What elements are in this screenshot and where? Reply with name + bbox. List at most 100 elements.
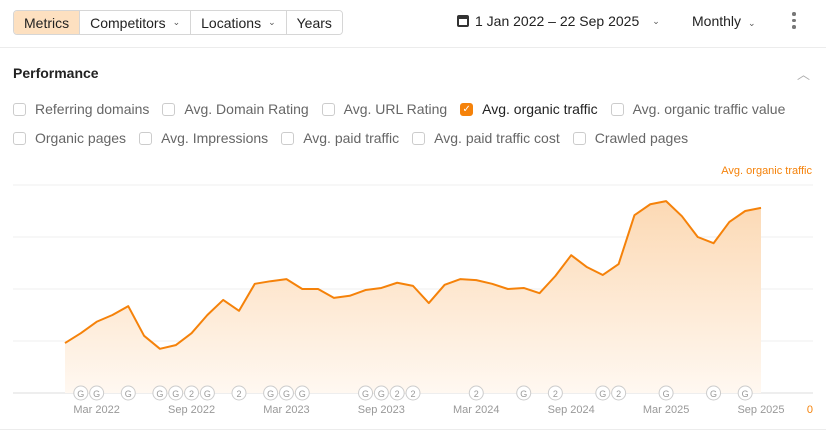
metric-checkbox[interactable]: Avg. URL Rating	[321, 101, 447, 117]
google-update-label: G	[125, 389, 132, 399]
checkbox-icon	[13, 131, 26, 145]
collapse-chevron-icon[interactable]: ︿	[797, 67, 811, 82]
metric-checkbox[interactable]: Avg. Domain Rating	[162, 101, 309, 117]
google-update-label: G	[299, 389, 306, 399]
tab-metrics[interactable]: Metrics	[14, 11, 81, 34]
tab-label: Locations	[201, 14, 262, 31]
annotation-marker	[152, 385, 168, 401]
annotation-marker	[184, 385, 200, 401]
x-tick-label: Mar 2024	[453, 404, 499, 416]
metric-checkbox[interactable]: ✓ Avg. organic traffic	[460, 101, 598, 117]
annotation-marker	[611, 385, 627, 401]
chevron-down-icon: ⌄	[652, 15, 660, 26]
checkbox-icon	[13, 102, 26, 116]
metric-label: Avg. organic traffic	[482, 101, 598, 117]
annotation-count: 2	[410, 389, 415, 399]
divider	[0, 429, 826, 430]
metrics-row-1: Referring domains Avg. Domain Rating Avg. …	[13, 101, 798, 117]
google-update-label: G	[710, 389, 717, 399]
tab-locations[interactable]: Locations ⌄	[191, 11, 287, 34]
more-options-icon[interactable]	[792, 12, 796, 29]
google-update-label: G	[378, 389, 385, 399]
x-tick-label: Sep 2025	[737, 404, 784, 416]
google-update-label: G	[93, 389, 100, 399]
metric-label: Crawled pages	[594, 130, 689, 146]
chevron-down-icon: ⌄	[748, 18, 756, 28]
metrics-row-2: Organic pages Avg. Impressions Avg. paid t…	[13, 130, 701, 146]
annotation-marker	[389, 385, 405, 401]
annotation-count: 2	[189, 389, 194, 399]
checkbox-icon	[281, 131, 295, 145]
date-range-label: 1 Jan 2022 – 22 Sep 2025	[475, 13, 640, 29]
metric-label: Avg. paid traffic cost	[434, 130, 560, 146]
annotation-marker	[278, 385, 294, 401]
annotation-marker	[358, 385, 374, 401]
period-select[interactable]: Monthly ⌄	[692, 13, 756, 29]
google-update-label: G	[663, 389, 670, 399]
divider	[0, 47, 826, 48]
chevron-down-icon: ⌄	[172, 17, 181, 27]
google-update-label: G	[77, 389, 84, 399]
calendar-icon	[457, 15, 469, 27]
tab-label: Competitors	[90, 14, 166, 31]
metric-label: Referring domains	[35, 101, 150, 117]
annotation-marker	[73, 385, 89, 401]
metric-checkbox[interactable]: Avg. paid traffic cost	[412, 130, 560, 146]
metric-label: Avg. organic traffic value	[632, 101, 786, 117]
tab-label: Years	[296, 14, 332, 31]
annotation-marker	[120, 385, 136, 401]
section-title: Performance	[13, 65, 99, 81]
annotation-count: 2	[474, 389, 479, 399]
annotation-marker	[737, 385, 753, 401]
google-update-label: G	[267, 389, 274, 399]
checkbox-icon	[162, 102, 176, 116]
metric-checkbox[interactable]: Referring domains	[13, 101, 149, 117]
x-tick-label: Sep 2023	[358, 404, 405, 416]
checkbox-icon	[139, 131, 153, 145]
google-update-label: G	[156, 389, 163, 399]
checkbox-icon	[572, 131, 586, 145]
metric-checkbox[interactable]: Avg. Impressions	[139, 130, 268, 146]
annotation-marker	[231, 385, 247, 401]
x-tick-label: Mar 2023	[263, 404, 309, 416]
annotation-marker	[373, 385, 389, 401]
google-update-label: G	[362, 389, 369, 399]
annotation-marker	[658, 385, 674, 401]
view-toolbar: Metrics Competitors ⌄ Locations ⌄ Years	[13, 10, 343, 35]
metric-checkbox[interactable]: Organic pages	[13, 130, 126, 146]
metric-checkbox[interactable]: Avg. organic traffic value	[610, 101, 786, 117]
tab-competitors[interactable]: Competitors ⌄	[80, 11, 192, 34]
metric-label: Organic pages	[35, 130, 127, 146]
metric-label: Avg. paid traffic	[303, 130, 400, 146]
x-tick-label: Sep 2022	[168, 404, 215, 416]
google-update-label: G	[742, 389, 749, 399]
tab-label: Metrics	[24, 14, 70, 31]
annotation-marker	[294, 385, 310, 401]
metric-label: Avg. Impressions	[161, 130, 269, 146]
checkbox-icon	[412, 131, 426, 145]
metric-checkbox[interactable]: Avg. paid traffic	[281, 130, 399, 146]
annotation-marker	[89, 385, 105, 401]
annotation-marker	[405, 385, 421, 401]
x-tick-label: Sep 2024	[548, 404, 595, 416]
annotation-marker	[516, 385, 532, 401]
annotation-marker	[263, 385, 279, 401]
period-label: Monthly	[692, 13, 742, 29]
metric-label: Avg. Domain Rating	[184, 101, 309, 117]
annotation-marker	[706, 385, 722, 401]
area-fill	[65, 201, 761, 393]
annotation-count: 2	[395, 389, 400, 399]
tab-years[interactable]: Years	[286, 11, 342, 34]
checkbox-checked-icon: ✓	[460, 102, 474, 116]
annotation-marker	[199, 385, 215, 401]
x-tick-label: Mar 2022	[73, 404, 119, 416]
google-update-label: G	[520, 389, 527, 399]
annotation-marker	[595, 385, 611, 401]
date-range-picker[interactable]: 1 Jan 2022 – 22 Sep 2025 ⌄	[457, 13, 660, 29]
annotation-count: 2	[553, 389, 558, 399]
metric-checkbox[interactable]: Crawled pages	[572, 130, 689, 146]
annotation-count: 2	[616, 389, 621, 399]
checkbox-icon	[321, 102, 335, 116]
google-update-label: G	[172, 389, 179, 399]
